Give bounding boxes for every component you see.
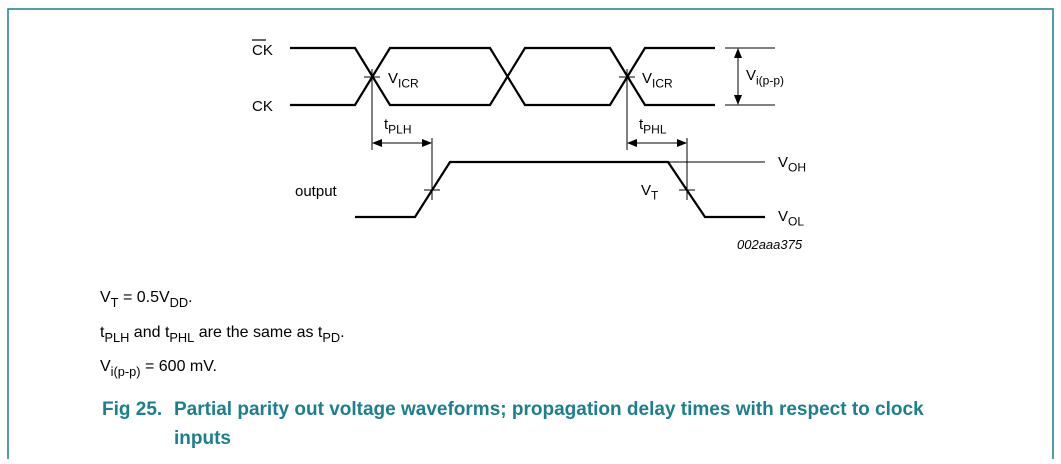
subscript: OH	[788, 161, 806, 175]
output-wave	[355, 160, 765, 219]
vicr-label: VICR	[388, 70, 419, 91]
subscript: i(p-p)	[756, 74, 784, 88]
frame	[7, 8, 1054, 459]
subscript: PLH	[104, 330, 129, 345]
ck-label: CK	[252, 98, 273, 115]
text-segment: = 600 mV.	[141, 358, 217, 375]
text-segment: .	[188, 289, 192, 306]
output-markers	[424, 138, 765, 200]
text-segment: and t	[129, 324, 170, 341]
vipp-label: Vi(p-p)	[746, 67, 784, 88]
subscript: PHL	[643, 123, 667, 137]
subscript: T	[651, 189, 659, 203]
subscript: i(p-p)	[111, 364, 141, 379]
text-segment: V	[778, 154, 788, 171]
caption-number: Fig 25.	[102, 399, 162, 420]
text-segment: t	[639, 116, 644, 133]
text-segment: V	[642, 70, 652, 87]
text-segment: V	[100, 358, 111, 375]
vicr-label: VICR	[642, 70, 673, 91]
ck-wave	[290, 46, 715, 107]
tphl-label: tPHL	[639, 116, 667, 137]
tplh-label: tPLH	[384, 116, 412, 137]
text-segment: t	[384, 116, 389, 133]
subscript: ICR	[652, 77, 673, 91]
text-segment: V	[388, 70, 398, 87]
caption-title: inputs	[174, 428, 231, 449]
note: VT = 0.5VDD.	[100, 289, 193, 310]
crossing-markers	[364, 69, 635, 150]
subscript: PD	[322, 330, 340, 345]
text-segment: V	[778, 208, 788, 225]
subscript: PLH	[388, 123, 411, 137]
text-segment: V	[746, 67, 756, 84]
text-segment: t	[100, 324, 105, 341]
text-segment: = 0.5V	[119, 289, 170, 306]
figure-id: 002aaa375	[737, 237, 803, 252]
caption-title: Partial parity out voltage waveforms; pr…	[174, 399, 924, 420]
text-segment: are the same as t	[194, 324, 323, 341]
ck-bar-label: CK	[252, 42, 273, 59]
output-label: output	[295, 183, 338, 200]
vt-label: VT	[641, 182, 659, 203]
subscript: T	[111, 295, 119, 310]
vol-label: VOL	[778, 208, 804, 229]
subscript: ICR	[398, 77, 419, 91]
voh-label: VOH	[778, 154, 806, 175]
note: Vi(p-p) = 600 mV.	[100, 358, 217, 379]
text-segment: V	[100, 289, 111, 306]
subscript: PHL	[169, 330, 194, 345]
subscript: OL	[788, 215, 804, 229]
text-segment: V	[641, 182, 651, 199]
subscript: DD	[170, 295, 188, 310]
vipp-ticks	[725, 47, 775, 106]
text-segment: .	[340, 324, 344, 341]
note: tPLH and tPHL are the same as tPD.	[100, 324, 345, 345]
